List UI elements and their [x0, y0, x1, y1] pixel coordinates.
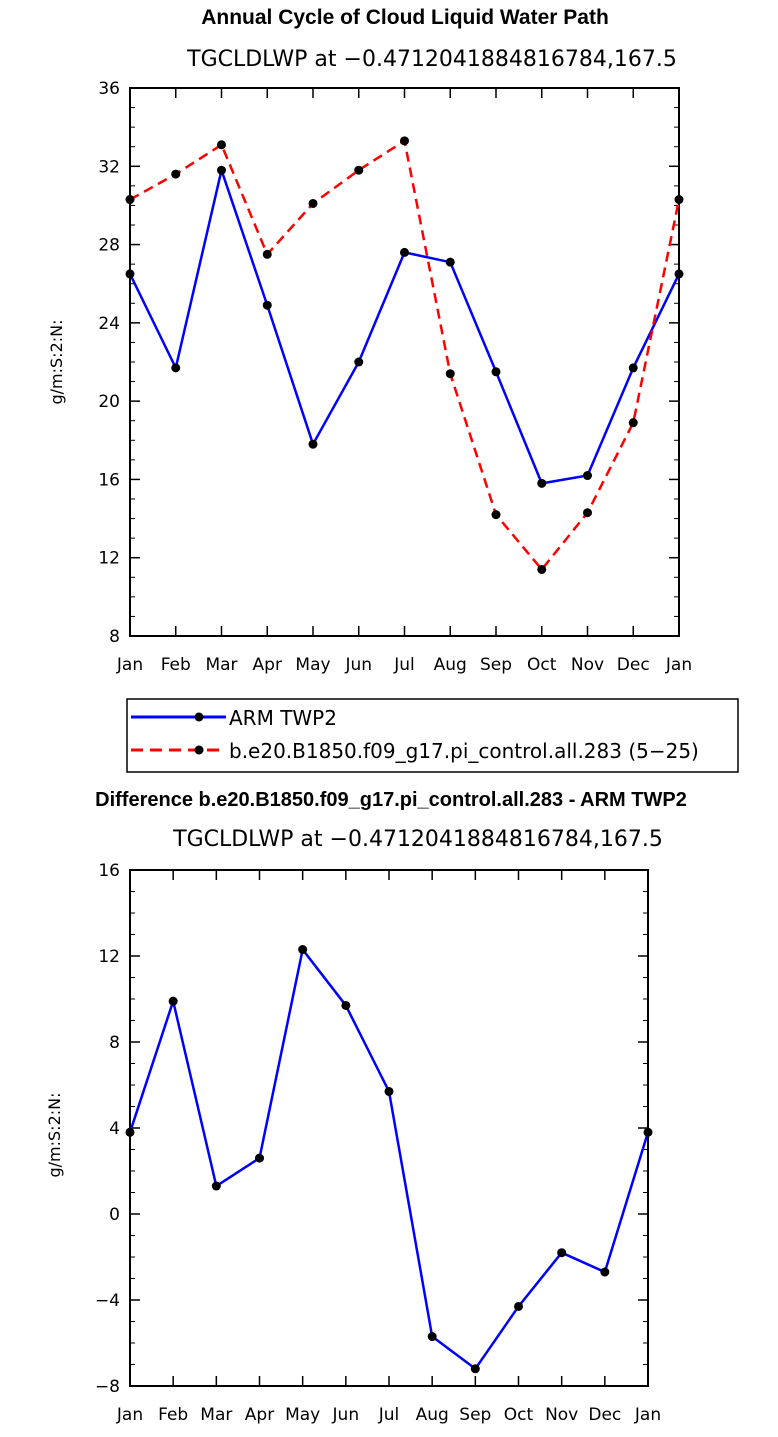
- chart2-ytick-label: 12: [98, 947, 120, 967]
- chart1-plot: 8 12 16 20 24 28 32 36 Jan Feb Mar Apr May Jun Jul Aug S…: [98, 79, 692, 675]
- chart2-xtick-label: Oct: [504, 1405, 534, 1425]
- chart1-series-0-point: [354, 357, 364, 367]
- legend-label-model: b.e20.B1850.f09_g17.pi_control.all.283 (…: [229, 739, 699, 763]
- chart1-series-0-point: [171, 363, 181, 373]
- chart2-xtick-label: Jan: [116, 1405, 143, 1425]
- chart1-title: Annual Cycle of Cloud Liquid Water Path: [201, 6, 609, 29]
- chart1-series-1-point: [674, 195, 684, 205]
- chart2-series-0-point: [384, 1086, 394, 1096]
- chart1-series-1-point: [400, 136, 409, 146]
- legend-marker-arm: [194, 712, 204, 722]
- legend: ARM TWP2 b.e20.B1850.f09_g17.pi_control.…: [126, 698, 739, 773]
- chart1-series-1-point: [217, 140, 226, 150]
- chart2-xtick-label: Sep: [459, 1405, 491, 1425]
- chart1-xtick-label: Feb: [161, 655, 191, 675]
- chart1-xtick-label: Oct: [527, 655, 557, 675]
- chart1-series-1-point: [171, 169, 181, 179]
- chart2-ytick-label: −4: [95, 1291, 120, 1311]
- chart1-xtick-label: Jan: [665, 655, 692, 675]
- chart1-series-1-point: [537, 564, 547, 574]
- chart2-xtick-label: Jun: [332, 1405, 360, 1425]
- chart2-series-0-point: [211, 1181, 221, 1191]
- chart1-series-1-point: [308, 198, 318, 208]
- chart1-series-0-point: [308, 439, 318, 449]
- chart2-xtick-label: Apr: [245, 1405, 274, 1425]
- chart1-series-0-point: [491, 367, 501, 377]
- chart2-xtick-label: Jan: [634, 1405, 661, 1425]
- chart1-xtick-label: Jun: [344, 655, 372, 675]
- chart1-series-1-point: [583, 508, 592, 518]
- chart1-series-1-point: [125, 195, 135, 205]
- chart2-xtick-label: Feb: [158, 1405, 188, 1425]
- chart1-ytick-label: 28: [98, 236, 120, 256]
- chart2-title: Difference b.e20.B1850.f09_g17.pi_contro…: [95, 789, 687, 811]
- chart2-ytick-label: −8: [95, 1377, 120, 1397]
- chart1-series-1-point: [628, 418, 638, 428]
- chart2-xtick-label: Dec: [588, 1405, 621, 1425]
- chart1-ytick-label: 16: [98, 470, 120, 490]
- chart2-xtick-label: Jul: [378, 1405, 400, 1425]
- chart2-series-0-point: [643, 1127, 653, 1137]
- chart1-ylabel: g/m:S:2:N:: [47, 320, 66, 405]
- chart1-ytick-label: 12: [98, 549, 120, 569]
- chart2-series-0-point: [255, 1153, 264, 1163]
- chart1-series-0-point: [628, 363, 638, 373]
- chart2-plot: −8 −4 0 4 8 12 16 Jan Feb Mar Apr May Jun Jul Aug Sep Oc…: [95, 861, 661, 1425]
- chart1-series-1-point: [445, 369, 455, 379]
- chart2-series-0-point: [427, 1332, 437, 1342]
- chart1-series-0-point: [583, 471, 592, 481]
- legend-box: [126, 698, 739, 773]
- chart2-series-0-point: [470, 1364, 480, 1374]
- chart2-series-0-line: [128, 948, 650, 1371]
- chart1-ytick-label: 32: [98, 157, 120, 177]
- chart2-series-0-point: [557, 1248, 567, 1258]
- legend-marker-model: [194, 745, 204, 755]
- chart1-series-0-point: [400, 247, 409, 257]
- chart1-frame: [129, 87, 680, 637]
- chart2-ytick-label: 0: [109, 1205, 120, 1225]
- chart2-subtitle: TGCLDLWP at −0.4712041884816784,167.5: [172, 827, 663, 852]
- chart2-xtick-label: May: [285, 1405, 320, 1425]
- chart2-series-0-point: [514, 1301, 523, 1311]
- chart2-series-0-point: [168, 996, 178, 1006]
- chart2-series-0-point: [125, 1127, 135, 1137]
- chart1-series-0-point: [217, 165, 226, 175]
- chart1-ytick-label: 20: [98, 392, 120, 412]
- chart1-xtick-label: Jul: [393, 655, 415, 675]
- chart1-xtick-label: Aug: [434, 655, 467, 675]
- chart1-series-1-point: [262, 249, 272, 259]
- chart1-series-0-point: [537, 478, 547, 488]
- chart2-xtick-label: Mar: [200, 1405, 232, 1425]
- chart1-series-0-line: [128, 168, 681, 485]
- chart1-series-0-point: [125, 269, 135, 279]
- chart1-series-1-point: [354, 165, 364, 175]
- chart1-ytick-label: 36: [98, 79, 120, 99]
- chart1-ytick-label: 24: [98, 314, 120, 334]
- chart2-xtick-label: Aug: [416, 1405, 449, 1425]
- chart2-ytick-label: 4: [109, 1119, 120, 1139]
- chart2-series-0-point: [298, 945, 308, 955]
- chart2-ytick-label: 8: [109, 1033, 120, 1053]
- chart1-ytick-label: 8: [109, 627, 120, 647]
- chart1-xtick-label: Apr: [253, 655, 282, 675]
- chart2-series-0-point: [341, 1000, 351, 1010]
- chart1-xtick-label: May: [295, 655, 330, 675]
- chart2-ytick-label: 16: [98, 861, 120, 881]
- chart1-xtick-label: Mar: [205, 655, 237, 675]
- chart1-xtick-label: Sep: [480, 655, 512, 675]
- chart2-series-0-point: [600, 1267, 610, 1277]
- chart1-series-0-point: [445, 257, 455, 267]
- chart1-series-1-point: [491, 510, 501, 520]
- chart1-xtick-label: Dec: [617, 655, 650, 675]
- chart1-series-0-point: [262, 300, 272, 310]
- chart1-series-0-point: [674, 269, 684, 279]
- chart1-xtick-label: Jan: [116, 655, 143, 675]
- chart2-ylabel: g/m:S:2:N:: [45, 1093, 64, 1178]
- chart1-xtick-label: Nov: [571, 655, 604, 675]
- chart1-subtitle: TGCLDLWP at −0.4712041884816784,167.5: [186, 47, 677, 72]
- legend-label-arm: ARM TWP2: [229, 706, 337, 730]
- chart2-frame: [129, 869, 649, 1387]
- chart2-xtick-label: Nov: [545, 1405, 578, 1425]
